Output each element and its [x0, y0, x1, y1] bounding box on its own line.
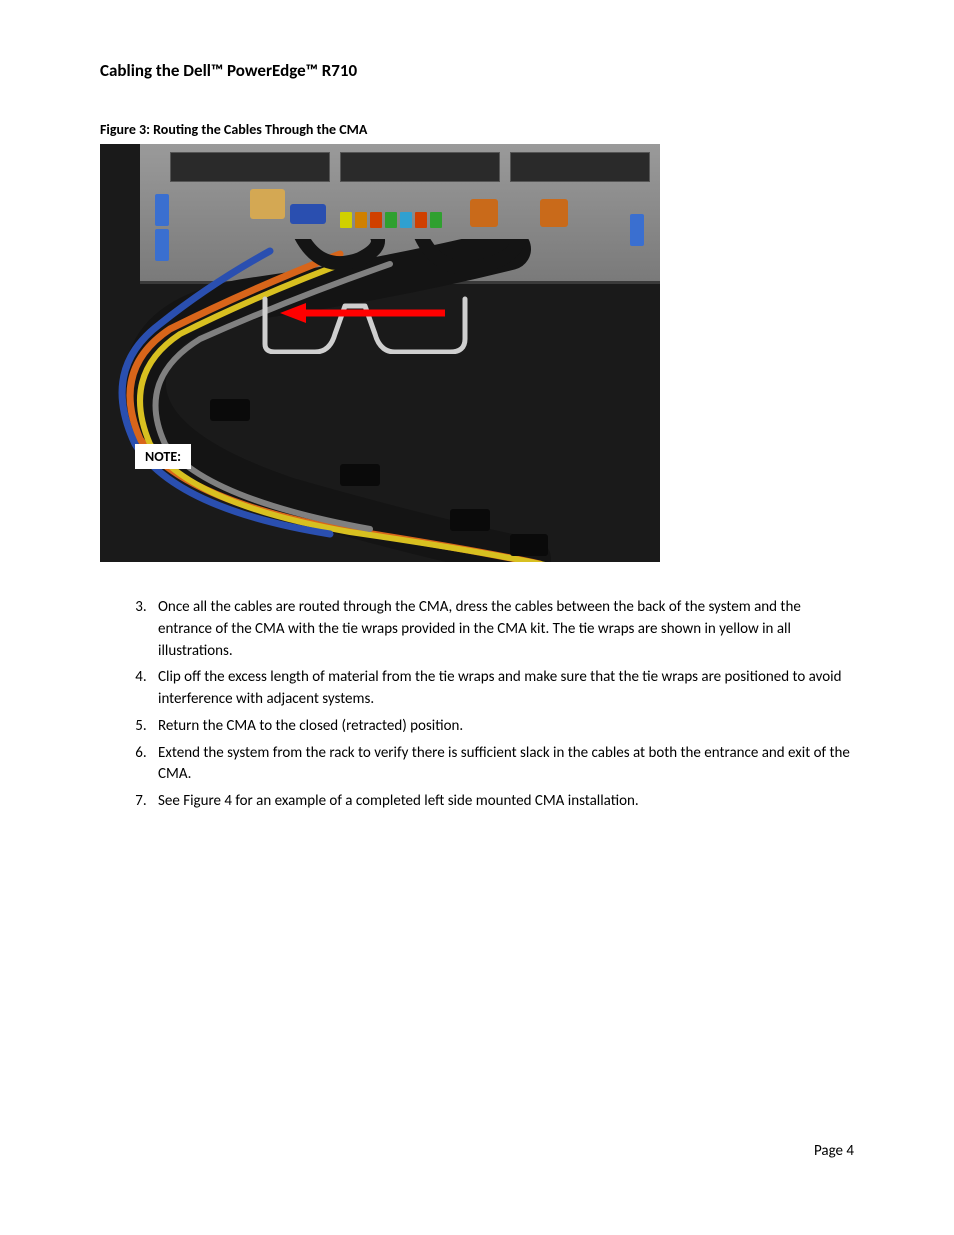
arrow-icon: [280, 302, 450, 324]
page-header-title: Cabling the Dell™ PowerEdge™ R710: [100, 60, 854, 81]
ethernet-port: [400, 212, 412, 228]
chassis-slot: [170, 152, 330, 182]
instruction-step: Clip off the excess length of material f…: [150, 667, 854, 711]
instruction-step: Return the CMA to the closed (retracted)…: [150, 716, 854, 738]
ethernet-port: [385, 212, 397, 228]
power-connector: [470, 199, 498, 227]
instruction-step: See Figure 4 for an example of a complet…: [150, 791, 854, 813]
figure-caption: Figure 3: Routing the Cables Through the…: [100, 121, 854, 138]
ethernet-port: [340, 212, 352, 228]
psu-latch: [250, 189, 285, 219]
instruction-step: Once all the cables are routed through t…: [150, 597, 854, 662]
document-page: Cabling the Dell™ PowerEdge™ R710 Figure…: [0, 0, 954, 1235]
ethernet-port: [430, 212, 442, 228]
figure-image: NOTE:: [100, 144, 660, 562]
chassis-slot: [340, 152, 500, 182]
instruction-list: Once all the cables are routed through t…: [100, 597, 854, 813]
power-connector: [540, 199, 568, 227]
ethernet-port: [370, 212, 382, 228]
ethernet-port-row: [340, 212, 442, 228]
ethernet-port: [355, 212, 367, 228]
instruction-step: Extend the system from the rack to verif…: [150, 743, 854, 787]
note-label: NOTE:: [135, 444, 191, 469]
page-number: Page 4: [814, 1142, 854, 1160]
ethernet-port: [415, 212, 427, 228]
rail-clip: [155, 194, 169, 226]
cable-bundle: [100, 239, 660, 562]
chassis-slot: [510, 152, 650, 182]
vga-port: [290, 204, 326, 224]
